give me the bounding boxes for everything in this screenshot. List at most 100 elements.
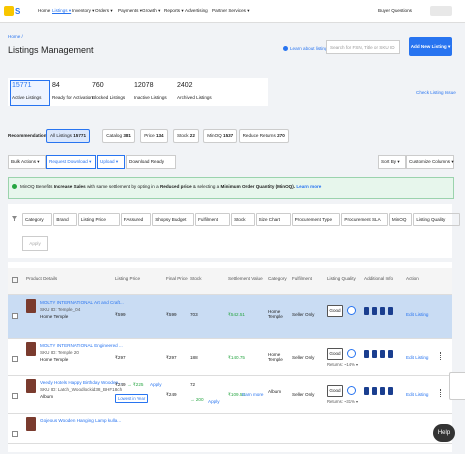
row-checkbox[interactable]: [12, 313, 18, 319]
product-title[interactable]: Veedy Hotels Happy Birthday Wooden...: [40, 380, 122, 385]
edit-listing[interactable]: Edit Listing: [406, 392, 429, 397]
tab-count: 12078: [134, 82, 154, 89]
rec-chip[interactable]: Stock 22: [173, 129, 199, 143]
tab-count: 15771: [12, 82, 32, 89]
tabs-panel: [8, 78, 268, 106]
action-button[interactable]: Upload ▾: [97, 155, 125, 169]
quality-arrow: [347, 349, 356, 358]
side-widget[interactable]: [449, 372, 465, 400]
breadcrumb[interactable]: Home /: [8, 34, 23, 39]
filter-dropdown[interactable]: Fulfilment: [195, 213, 231, 226]
rec-chip[interactable]: Catalog 381: [102, 129, 135, 143]
filter-dropdown[interactable]: MinOQ: [388, 213, 413, 226]
info-icon[interactable]: [364, 307, 369, 315]
row-checkbox[interactable]: [12, 356, 18, 362]
tab-label: Active Listings: [12, 95, 42, 100]
table-row: [8, 413, 452, 444]
chip-label: Reduce Returns: [242, 133, 278, 138]
nav-item[interactable]: Growth ▾: [142, 8, 161, 13]
rec-chip[interactable]: MinOQ 1537: [203, 129, 238, 143]
filter-dropdown[interactable]: Brand: [53, 213, 77, 226]
category: Home Temple: [268, 309, 283, 319]
sort-button[interactable]: Sort By ▾: [378, 155, 406, 169]
info-icon[interactable]: [372, 387, 377, 395]
filter-dropdown[interactable]: Shopsy Budget: [152, 213, 195, 226]
nav-item[interactable]: Home: [38, 8, 51, 13]
filter-dropdown[interactable]: Procurement Type: [291, 213, 341, 226]
column-header: Settlement Value: [228, 276, 263, 281]
nav-item[interactable]: Payments ▾: [118, 8, 143, 13]
nav-item[interactable]: Reports ▾: [164, 8, 184, 13]
banner-part[interactable]: Learn more: [296, 184, 322, 189]
settlement: ₹140.75: [228, 355, 245, 360]
product-sku: SKU ID: Latch_Woodlockid38_BHF18ch: [40, 387, 123, 392]
action-button[interactable]: Download Ready: [126, 155, 176, 169]
column-header: Final Price: [166, 276, 188, 281]
info-icon[interactable]: [380, 307, 385, 315]
product-title[interactable]: MOLTY INTERNATIONAL Art and Craft...: [40, 300, 124, 305]
banner-part: MinOQ Benefits: [20, 184, 53, 189]
filter-dropdown[interactable]: Listing Price: [77, 213, 120, 226]
info-icon[interactable]: [380, 350, 385, 358]
fulfilment: Seller Only: [292, 392, 315, 397]
filter-dropdown[interactable]: Listing Quality: [413, 213, 460, 226]
listing-price: ₹599: [115, 312, 126, 317]
stock: 72: [190, 382, 196, 387]
product-title[interactable]: MOLTY INTERNATIONAL Engineered ...: [40, 343, 123, 348]
add-button[interactable]: Add New Listing ▾: [409, 37, 452, 56]
nav-item[interactable]: Partner Services ▾: [212, 8, 250, 13]
check-issue[interactable]: Check Listing Issue: [416, 90, 456, 95]
table-header: [8, 268, 452, 295]
nav-item[interactable]: Listings ▾: [52, 8, 72, 13]
help-button[interactable]: Help: [433, 424, 455, 442]
tab-label: Archived Listings: [177, 95, 212, 100]
price-apply[interactable]: Apply: [150, 382, 162, 387]
quality-box: Good: [327, 305, 343, 317]
user-menu[interactable]: [430, 6, 452, 16]
action-button[interactable]: Bulk Actions ▾: [8, 155, 46, 169]
chip-label: Stock: [177, 133, 190, 138]
edit-listing[interactable]: Edit Listing: [406, 312, 429, 317]
action-button[interactable]: Request Download ▾: [46, 155, 96, 169]
stock-apply[interactable]: Apply: [208, 399, 220, 404]
banner-part: & selecting a: [192, 184, 220, 189]
nav-item[interactable]: Advertising: [185, 8, 208, 13]
nav-item[interactable]: Inventory ▾: [72, 8, 95, 13]
rec-chip[interactable]: All Listings 15771: [46, 129, 91, 143]
listing-price: ₹249: [115, 382, 126, 387]
listing-price: ₹297: [115, 355, 126, 360]
columns-button[interactable]: Customize Columns ▾: [406, 155, 454, 169]
info-icon[interactable]: [364, 387, 369, 395]
filter-dropdown[interactable]: Procurement SLA: [341, 213, 388, 226]
tab-count: 84: [52, 82, 60, 89]
nav-item[interactable]: Orders ▾: [95, 8, 113, 13]
earn-more[interactable]: Earn more: [242, 392, 264, 397]
info-icon[interactable]: [388, 307, 393, 315]
returns: Returns: ~31% ▾: [327, 399, 359, 404]
row-checkbox[interactable]: [12, 431, 18, 437]
info-icon[interactable]: [364, 350, 369, 358]
column-header: Additional Info: [364, 276, 394, 281]
final-price: ₹297: [166, 355, 177, 360]
product-title[interactable]: Gojeous Wooden Hanging Lamp kulla...: [40, 418, 122, 423]
nav-right[interactable]: Buyer Questions: [378, 8, 412, 13]
filter-dropdown[interactable]: Stock: [231, 213, 255, 226]
learn-link[interactable]: Learn about listing: [290, 46, 328, 51]
info-icon[interactable]: [388, 387, 393, 395]
info-icon[interactable]: [388, 350, 393, 358]
apply-button[interactable]: Apply: [22, 236, 48, 251]
rec-chip[interactable]: Reduce Returns 270: [238, 129, 289, 143]
row-checkbox[interactable]: [12, 393, 18, 399]
search-box[interactable]: Search for FSN, Title or SKU ID: [326, 40, 400, 54]
info-icon[interactable]: [372, 307, 377, 315]
edit-listing[interactable]: Edit Listing: [406, 355, 429, 360]
rec-chip[interactable]: Price 134: [140, 129, 168, 143]
info-icon[interactable]: [372, 350, 377, 358]
filter-dropdown[interactable]: Category: [22, 213, 53, 226]
filter-dropdown[interactable]: FAssured: [120, 213, 152, 226]
info-icon[interactable]: [380, 387, 385, 395]
chip-label: Price: [144, 133, 156, 138]
filter-dropdown[interactable]: Size Chart: [255, 213, 291, 226]
tab[interactable]: [10, 80, 50, 106]
settlement: ₹542.51: [228, 312, 245, 317]
